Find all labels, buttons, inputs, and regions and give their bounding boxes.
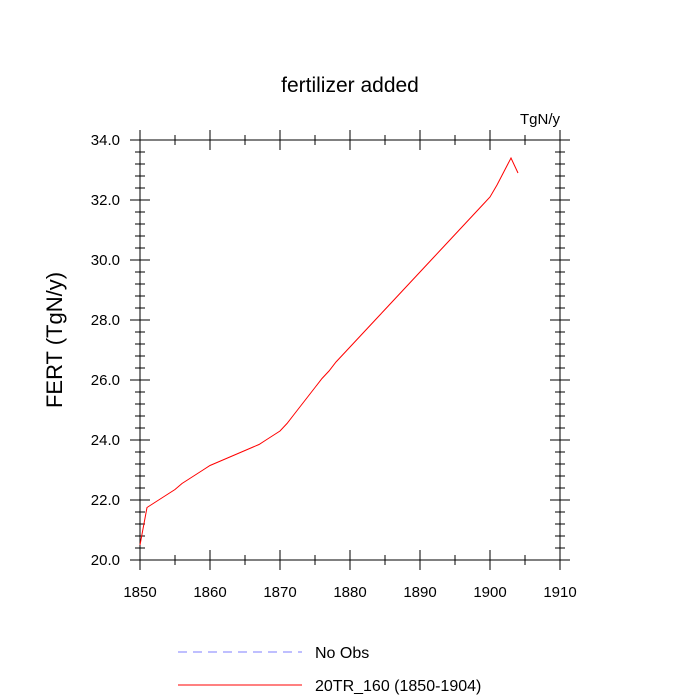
- x-tick-label: 1860: [193, 584, 226, 601]
- legend-label-0: No Obs: [315, 645, 369, 662]
- x-tick-label: 1870: [263, 584, 296, 601]
- x-tick-label: 1900: [473, 584, 506, 601]
- y-tick-label: 34.0: [91, 132, 120, 149]
- legend-label-1: 20TR_160 (1850-1904): [315, 678, 481, 695]
- y-tick-label: 24.0: [91, 432, 120, 449]
- x-tick-label: 1880: [333, 584, 366, 601]
- y-tick-label: 28.0: [91, 312, 120, 329]
- series-layer: [139, 156, 519, 546]
- series-line-1: [139, 156, 519, 546]
- y-tick-label: 32.0: [91, 192, 120, 209]
- x-tick-label: 1910: [543, 584, 576, 601]
- y-tick-label: 26.0: [91, 372, 120, 389]
- units-label: TgN/y: [520, 111, 561, 128]
- x-axis-ticks: 1850 1860 1870 1880 1890 1900 1910: [123, 130, 577, 601]
- plot-frame: [139, 139, 561, 561]
- y-axis-ticks: 20.0 22.0 24.0 26.0 28.0 30.0 32.0 34.0: [91, 132, 570, 569]
- y-tick-label: 20.0: [91, 552, 120, 569]
- legend: No Obs 20TR_160 (1850-1904): [178, 645, 481, 695]
- x-tick-label: 1850: [123, 584, 156, 601]
- chart-title: fertilizer added: [281, 74, 419, 97]
- x-tick-label: 1890: [403, 584, 436, 601]
- y-tick-label: 22.0: [91, 492, 120, 509]
- y-tick-label: 30.0: [91, 252, 120, 269]
- y-axis-label: FERT (TgN/y): [42, 272, 67, 408]
